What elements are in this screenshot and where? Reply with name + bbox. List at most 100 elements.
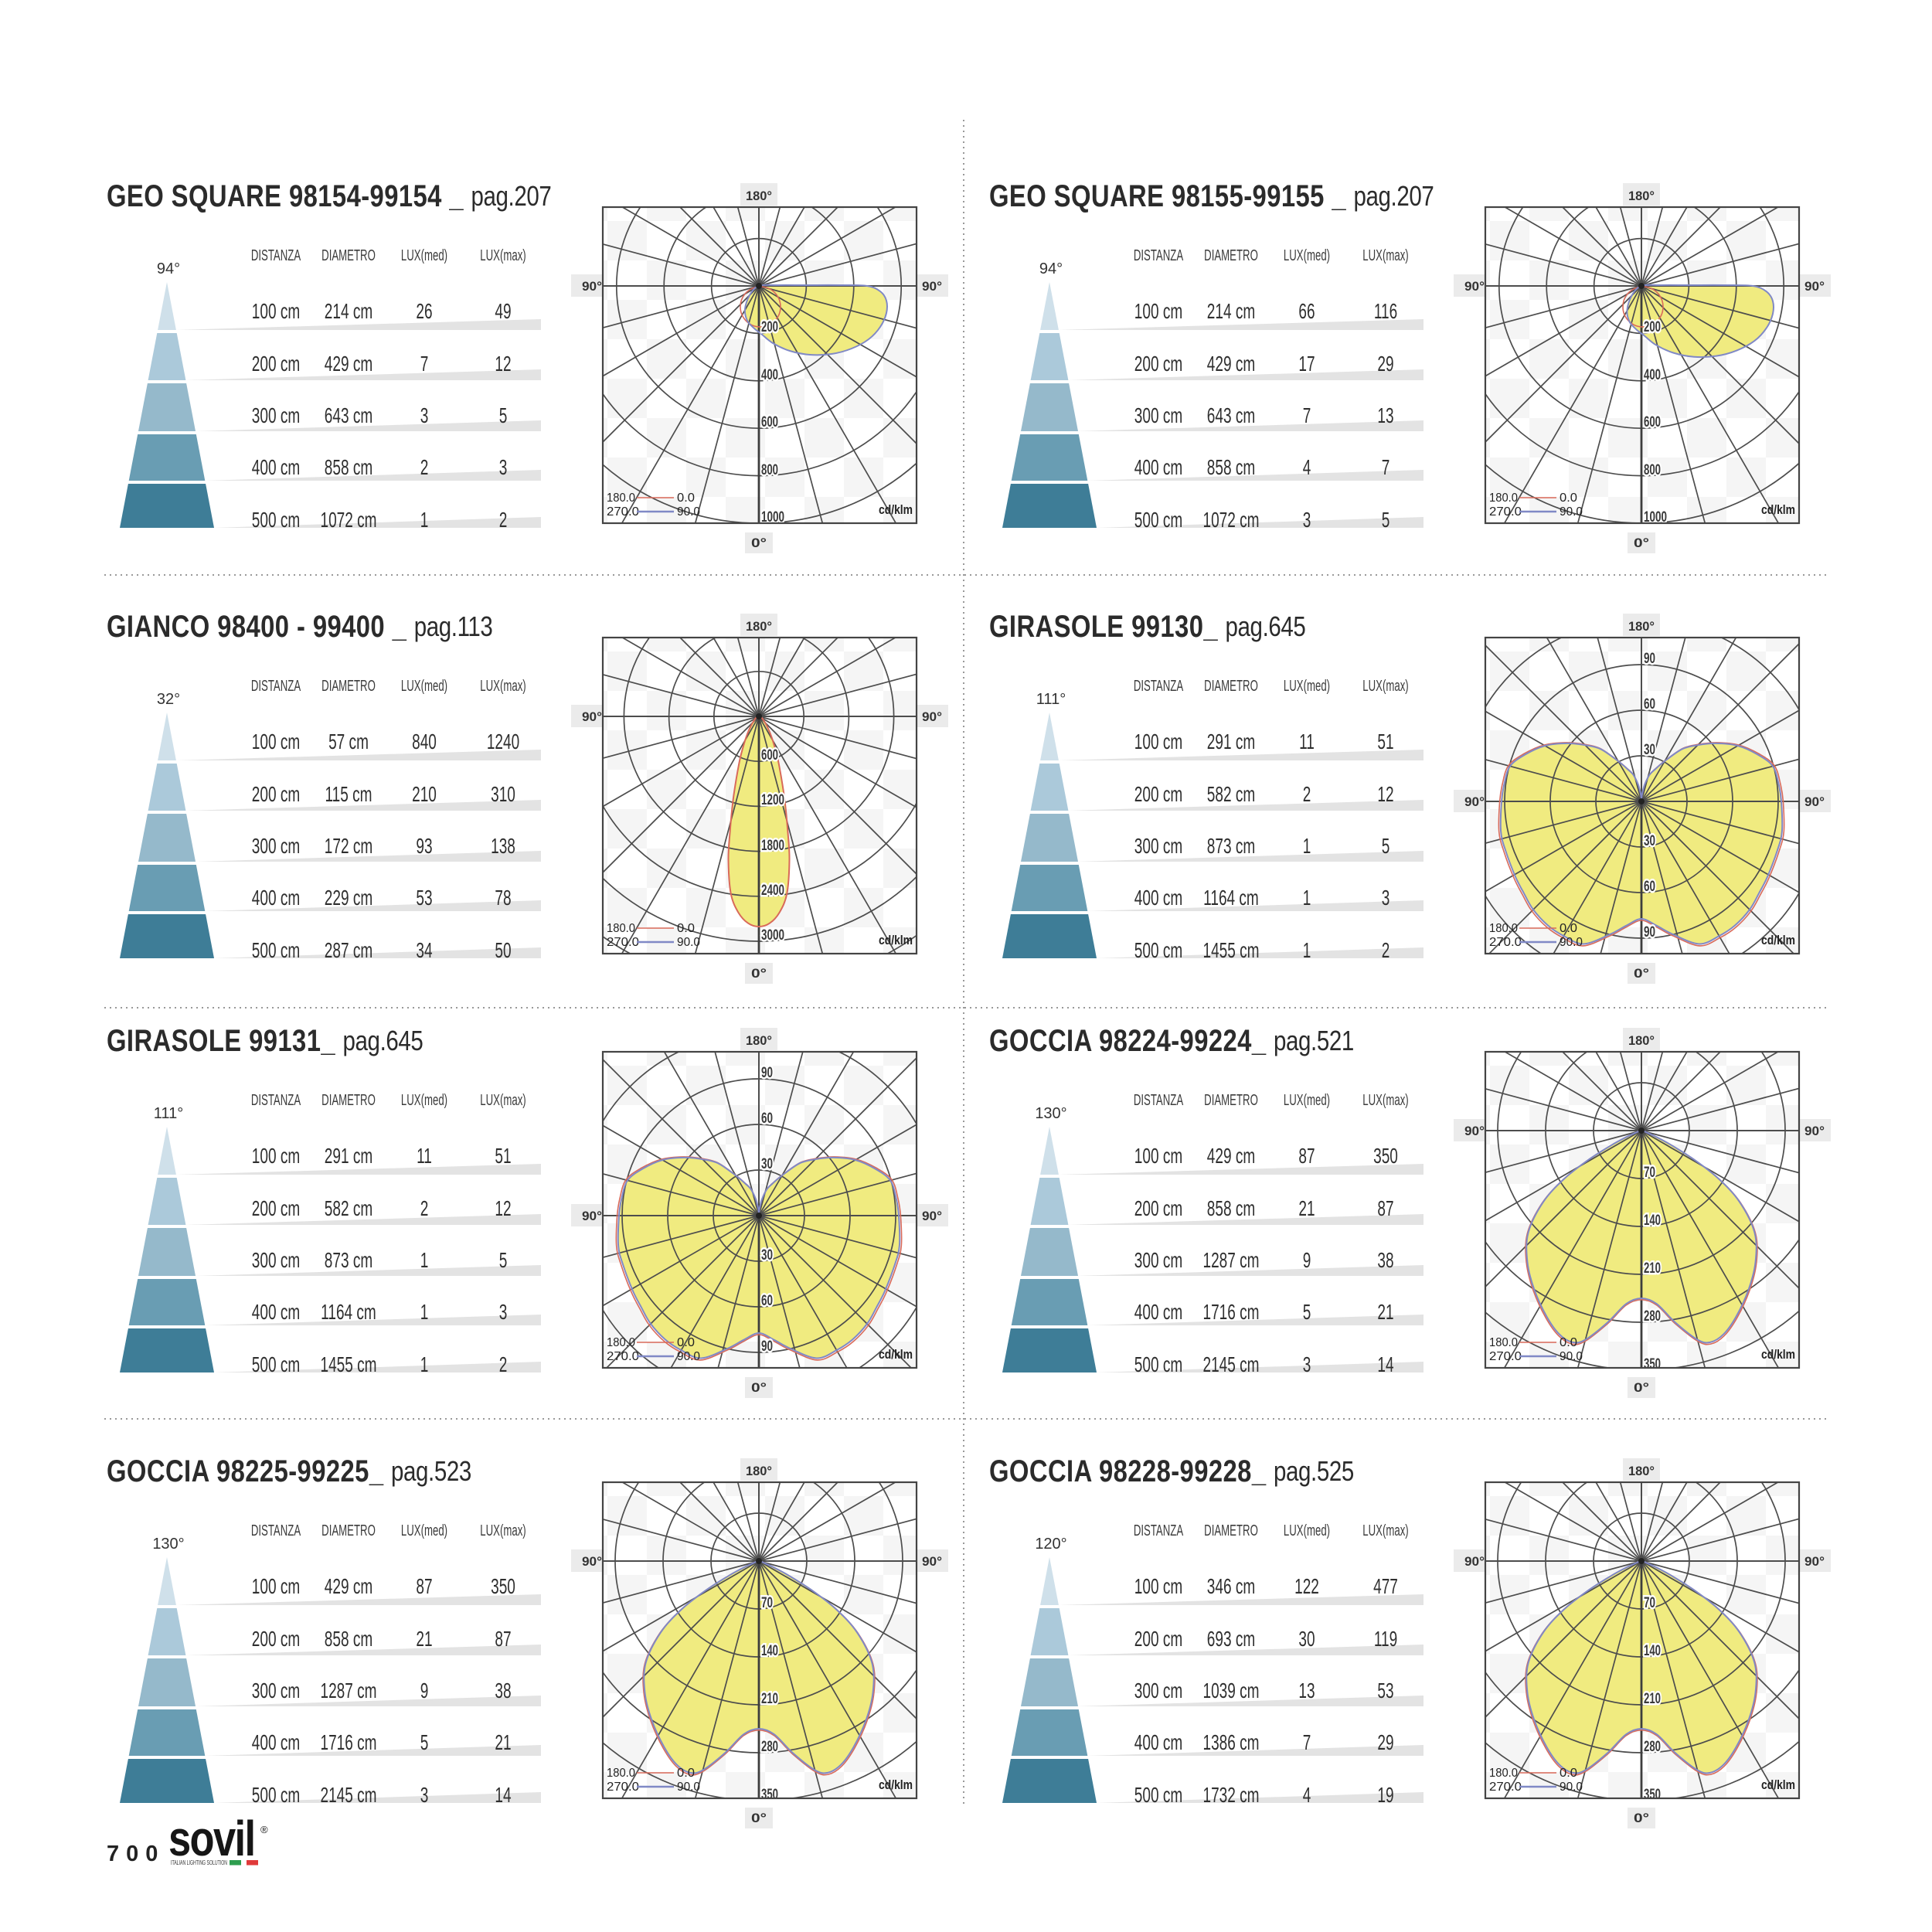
svg-text:600: 600 bbox=[761, 747, 778, 764]
svg-text:60: 60 bbox=[761, 1111, 773, 1127]
svg-text:270.0: 270.0 bbox=[607, 1350, 639, 1363]
svg-text:1200: 1200 bbox=[761, 792, 784, 808]
svg-text:cd/klm: cd/klm bbox=[1761, 502, 1795, 517]
svg-text:0°: 0° bbox=[1634, 536, 1649, 550]
svg-text:140: 140 bbox=[1644, 1213, 1661, 1229]
svg-text:90°: 90° bbox=[582, 1209, 602, 1223]
svg-text:180.0: 180.0 bbox=[607, 492, 635, 505]
svg-text:90.0: 90.0 bbox=[1560, 936, 1583, 949]
svg-text:180°: 180° bbox=[746, 619, 772, 634]
svg-text:140: 140 bbox=[1644, 1643, 1661, 1659]
svg-text:cd/klm: cd/klm bbox=[1761, 933, 1795, 947]
svg-text:90.0: 90.0 bbox=[677, 1350, 700, 1363]
svg-text:180°: 180° bbox=[746, 189, 772, 203]
svg-text:70: 70 bbox=[1644, 1165, 1655, 1181]
svg-text:180.0: 180.0 bbox=[1489, 1767, 1518, 1780]
svg-text:90: 90 bbox=[1644, 651, 1655, 667]
svg-text:90°: 90° bbox=[922, 1554, 942, 1569]
svg-text:180°: 180° bbox=[1628, 189, 1655, 203]
svg-text:0°: 0° bbox=[1634, 966, 1649, 981]
svg-text:70: 70 bbox=[761, 1595, 773, 1611]
svg-text:0°: 0° bbox=[1634, 1380, 1649, 1395]
svg-text:90.0: 90.0 bbox=[677, 1781, 700, 1794]
svg-text:0°: 0° bbox=[751, 1380, 767, 1395]
svg-text:180°: 180° bbox=[1628, 1033, 1655, 1048]
svg-text:350: 350 bbox=[1644, 1787, 1661, 1803]
svg-text:ITALIAN LIGHTING SOLUTION: ITALIAN LIGHTING SOLUTION bbox=[171, 1859, 227, 1866]
svg-text:350: 350 bbox=[761, 1787, 778, 1803]
svg-text:90°: 90° bbox=[1464, 794, 1485, 809]
svg-text:180.0: 180.0 bbox=[607, 922, 635, 935]
svg-text:1000: 1000 bbox=[1644, 509, 1667, 526]
svg-text:800: 800 bbox=[1644, 462, 1661, 478]
svg-text:90°: 90° bbox=[1804, 279, 1825, 294]
svg-text:270.0: 270.0 bbox=[607, 505, 639, 519]
svg-text:60: 60 bbox=[1644, 696, 1655, 713]
svg-text:180°: 180° bbox=[1628, 619, 1655, 634]
svg-text:270.0: 270.0 bbox=[1489, 1781, 1522, 1794]
svg-text:cd/klm: cd/klm bbox=[879, 502, 913, 517]
svg-text:0.0: 0.0 bbox=[677, 922, 695, 935]
svg-text:180.0: 180.0 bbox=[1489, 1336, 1518, 1349]
svg-text:0.0: 0.0 bbox=[677, 1767, 695, 1780]
svg-text:200: 200 bbox=[761, 319, 778, 335]
svg-text:90°: 90° bbox=[1464, 279, 1485, 294]
svg-text:90°: 90° bbox=[1804, 794, 1825, 809]
svg-text:cd/klm: cd/klm bbox=[1761, 1347, 1795, 1362]
svg-text:180.0: 180.0 bbox=[607, 1336, 635, 1349]
svg-text:210: 210 bbox=[761, 1691, 778, 1707]
svg-text:90.0: 90.0 bbox=[1560, 505, 1583, 519]
svg-text:180.0: 180.0 bbox=[607, 1767, 635, 1780]
svg-text:90.0: 90.0 bbox=[677, 505, 700, 519]
svg-text:600: 600 bbox=[1644, 414, 1661, 430]
svg-text:90°: 90° bbox=[1804, 1124, 1825, 1138]
svg-text:0.0: 0.0 bbox=[1560, 1336, 1577, 1349]
svg-text:0°: 0° bbox=[1634, 1811, 1649, 1825]
svg-text:200: 200 bbox=[1644, 319, 1661, 335]
svg-text:0.0: 0.0 bbox=[1560, 1767, 1577, 1780]
svg-text:280: 280 bbox=[1644, 1308, 1661, 1325]
svg-text:180°: 180° bbox=[746, 1033, 772, 1048]
svg-text:180.0: 180.0 bbox=[1489, 922, 1518, 935]
svg-text:90.0: 90.0 bbox=[1560, 1350, 1583, 1363]
svg-text:280: 280 bbox=[1644, 1739, 1661, 1755]
svg-text:60: 60 bbox=[1644, 879, 1655, 895]
svg-text:210: 210 bbox=[1644, 1691, 1661, 1707]
svg-text:cd/klm: cd/klm bbox=[879, 933, 913, 947]
svg-text:400: 400 bbox=[1644, 367, 1661, 383]
svg-text:0.0: 0.0 bbox=[1560, 492, 1577, 505]
svg-text:180.0: 180.0 bbox=[1489, 492, 1518, 505]
svg-text:800: 800 bbox=[761, 462, 778, 478]
svg-text:270.0: 270.0 bbox=[1489, 936, 1522, 949]
svg-text:140: 140 bbox=[761, 1643, 778, 1659]
svg-text:270.0: 270.0 bbox=[1489, 505, 1522, 519]
svg-text:270.0: 270.0 bbox=[607, 936, 639, 949]
svg-text:90: 90 bbox=[761, 1338, 773, 1355]
svg-text:0°: 0° bbox=[751, 536, 767, 550]
svg-text:cd/klm: cd/klm bbox=[879, 1777, 913, 1792]
svg-text:90.0: 90.0 bbox=[1560, 1781, 1583, 1794]
svg-text:90.0: 90.0 bbox=[677, 936, 700, 949]
svg-text:90°: 90° bbox=[922, 1209, 942, 1223]
svg-text:0.0: 0.0 bbox=[677, 492, 695, 505]
svg-text:0.0: 0.0 bbox=[1560, 922, 1577, 935]
svg-text:70: 70 bbox=[1644, 1595, 1655, 1611]
svg-text:1800: 1800 bbox=[761, 838, 784, 854]
svg-text:90°: 90° bbox=[1804, 1554, 1825, 1569]
svg-text:1000: 1000 bbox=[761, 509, 784, 526]
svg-text:90°: 90° bbox=[922, 709, 942, 724]
svg-text:180°: 180° bbox=[1628, 1464, 1655, 1478]
svg-text:90°: 90° bbox=[582, 709, 602, 724]
svg-text:0°: 0° bbox=[751, 1811, 767, 1825]
svg-text:90: 90 bbox=[1644, 924, 1655, 940]
svg-text:0°: 0° bbox=[751, 966, 767, 981]
svg-text:90°: 90° bbox=[582, 279, 602, 294]
svg-text:90°: 90° bbox=[1464, 1554, 1485, 1569]
svg-text:30: 30 bbox=[761, 1247, 773, 1264]
svg-text:3000: 3000 bbox=[761, 927, 784, 944]
svg-text:30: 30 bbox=[761, 1156, 773, 1172]
svg-text:210: 210 bbox=[1644, 1260, 1661, 1277]
svg-text:0.0: 0.0 bbox=[677, 1336, 695, 1349]
svg-text:270.0: 270.0 bbox=[1489, 1350, 1522, 1363]
svg-text:30: 30 bbox=[1644, 833, 1655, 849]
